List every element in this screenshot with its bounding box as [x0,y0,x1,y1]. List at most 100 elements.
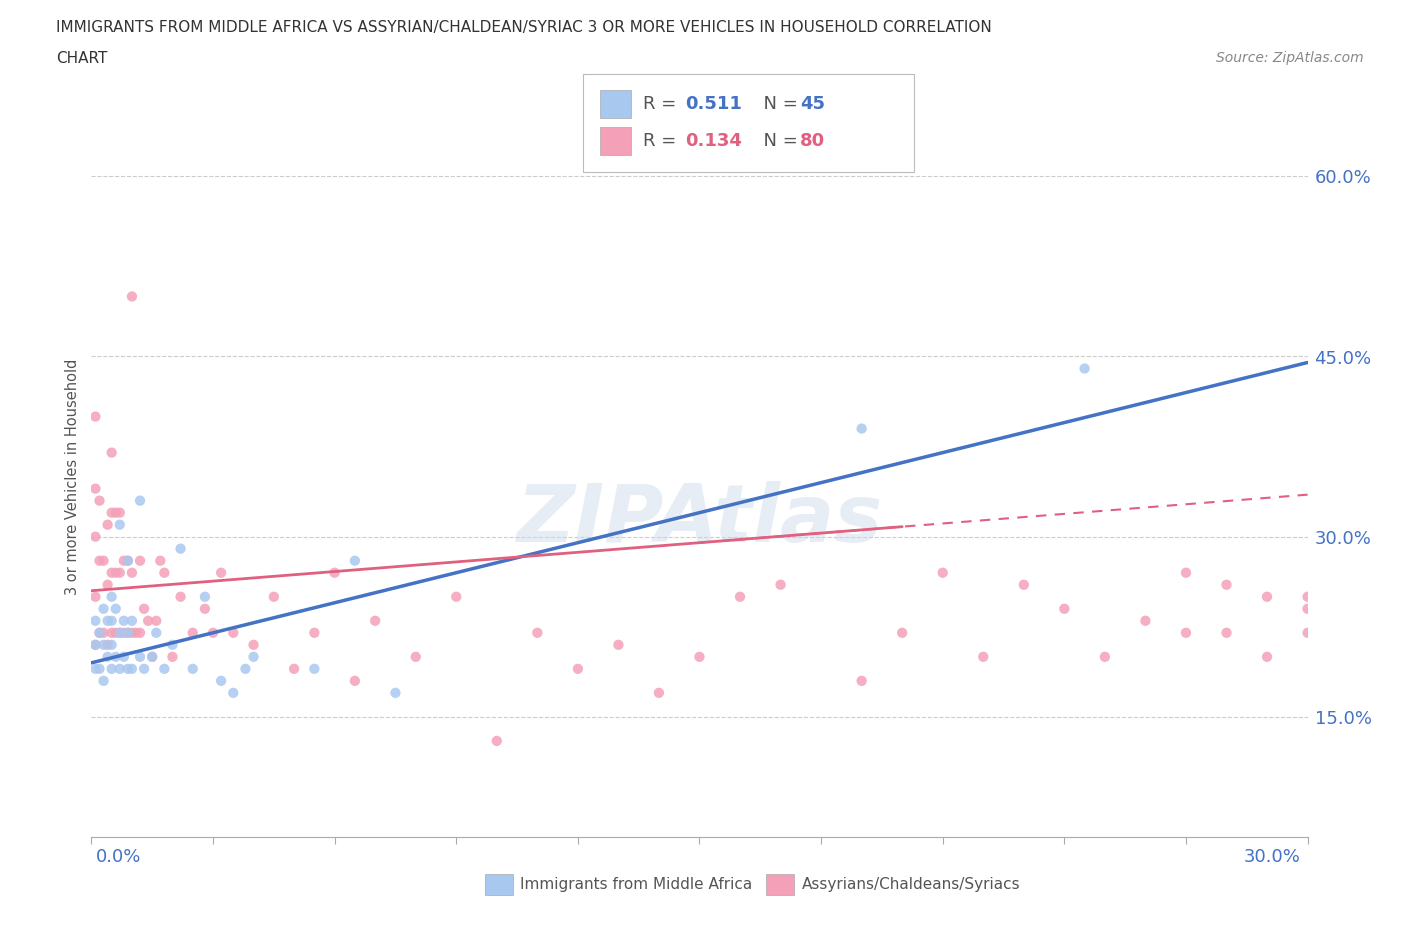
Point [108,517,131,532]
Point [117,625,139,640]
Point [145,625,167,640]
Point [1256,590,1278,604]
Point [100,505,122,520]
Point [283,661,305,676]
Point [648,685,671,700]
Point [688,649,710,664]
Text: N =: N = [752,132,804,151]
Point [117,553,139,568]
Point [97,649,120,664]
Point [1053,602,1076,617]
Point [117,625,139,640]
Point [121,289,143,304]
Text: 80: 80 [800,132,825,151]
Point [202,625,225,640]
Point [97,637,120,652]
Text: 45: 45 [800,95,825,113]
Point [1215,625,1237,640]
Point [769,578,792,592]
Text: 0.0%: 0.0% [96,848,141,866]
Point [235,661,257,676]
Point [108,625,131,640]
Point [405,649,427,664]
Point [112,649,135,664]
Point [84,590,107,604]
Point [97,614,120,629]
Point [153,661,176,676]
Point [526,625,548,640]
Point [222,685,245,700]
Point [104,565,127,580]
Text: Immigrants from Middle Africa: Immigrants from Middle Africa [520,877,752,892]
Point [1296,625,1319,640]
Point [972,649,994,664]
Point [89,553,111,568]
Point [153,565,176,580]
Point [84,637,107,652]
Text: ZIPAtlas: ZIPAtlas [516,481,883,559]
Point [141,649,163,664]
Text: 0.511: 0.511 [685,95,741,113]
Point [136,614,159,629]
Point [222,625,245,640]
Point [121,661,143,676]
Point [104,625,127,640]
Point [89,625,111,640]
Point [851,421,873,436]
Point [125,625,148,640]
Text: Assyrians/Chaldeans/Syriacs: Assyrians/Chaldeans/Syriacs [801,877,1019,892]
Point [323,565,346,580]
Point [162,649,184,664]
Point [567,661,589,676]
Point [100,565,122,580]
Point [1175,565,1198,580]
Point [209,673,232,688]
Point [162,637,184,652]
Text: R =: R = [643,95,682,113]
Point [343,673,366,688]
Point [851,673,873,688]
Point [1296,590,1319,604]
Point [1175,625,1198,640]
Point [364,614,387,629]
Y-axis label: 3 or more Vehicles in Household: 3 or more Vehicles in Household [65,358,80,595]
Point [93,602,115,617]
Point [100,625,122,640]
Point [108,625,131,640]
Point [108,565,131,580]
Point [104,505,127,520]
Point [89,661,111,676]
Point [194,590,217,604]
Text: CHART: CHART [56,51,108,66]
Text: IMMIGRANTS FROM MIDDLE AFRICA VS ASSYRIAN/CHALDEAN/SYRIAC 3 OR MORE VEHICLES IN : IMMIGRANTS FROM MIDDLE AFRICA VS ASSYRIA… [56,20,993,35]
Point [129,493,152,508]
Point [89,493,111,508]
Point [304,661,326,676]
Text: R =: R = [643,132,682,151]
Text: 0.134: 0.134 [685,132,741,151]
Point [121,625,143,640]
Point [117,553,139,568]
Point [129,553,152,568]
Point [343,553,366,568]
Point [1296,602,1319,617]
Point [242,637,264,652]
Point [132,661,155,676]
Point [108,661,131,676]
Point [84,529,107,544]
Point [728,590,751,604]
Point [1012,578,1035,592]
Point [1073,361,1095,376]
Point [931,565,953,580]
Point [93,625,115,640]
Point [121,565,143,580]
Point [1215,578,1237,592]
Point [93,637,115,652]
Point [607,637,630,652]
Point [112,553,135,568]
Point [169,590,191,604]
Point [242,649,264,664]
Point [108,505,131,520]
Point [93,673,115,688]
Point [112,625,135,640]
